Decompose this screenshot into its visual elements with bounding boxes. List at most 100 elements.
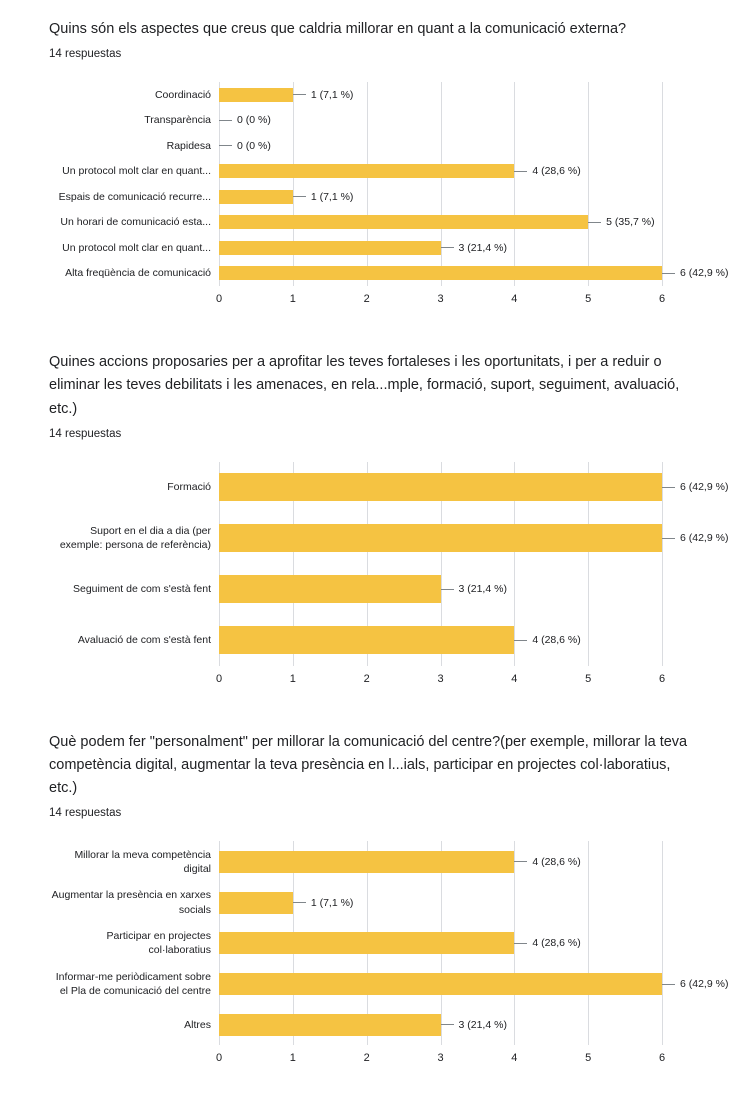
responses-count: 14 respuestas (49, 48, 122, 61)
value-leader-line (292, 902, 306, 903)
question-section: Què podem fer "personalment" per millora… (49, 731, 741, 1067)
value-label: 0 (0 %) (237, 114, 271, 127)
value-leader-line (514, 170, 528, 172)
value-leader-line (514, 861, 528, 863)
bar[interactable] (219, 891, 293, 914)
horizontal-bar-chart: Formació Suport en el dia a dia (per exem… (49, 461, 728, 687)
bar[interactable] (219, 87, 293, 102)
bar[interactable] (219, 1013, 441, 1036)
category-label: Participar en projectes col·laboratius (106, 930, 211, 957)
gridline (219, 82, 220, 287)
category-label: Augmentar la presència en xarxes socials (51, 889, 211, 916)
value-leader-line (219, 119, 232, 121)
value-label: 6 (42,9 %) (680, 978, 729, 991)
x-tick-label: 2 (363, 672, 370, 685)
bar-row: 1 (7,1 %) (219, 882, 662, 923)
value-leader-line (219, 145, 232, 147)
gridline (366, 82, 368, 287)
category-label: Altres (184, 1018, 211, 1031)
value-label: 3 (21,4 %) (458, 241, 507, 254)
gridline (588, 461, 590, 666)
value-leader-line (662, 272, 675, 274)
x-tick-label: 1 (289, 672, 296, 685)
category-label: Millorar la meva competència digital (74, 848, 211, 875)
bar-row: 0 (0 %) (219, 108, 662, 134)
value-label: 4 (28,6 %) (532, 937, 581, 950)
category-label: Avaluació de com s'està fent (77, 634, 211, 647)
x-axis: 0 1 2 3 4 5 6 (215, 293, 666, 307)
value-label: 3 (21,4 %) (458, 583, 507, 596)
x-tick-label: 2 (363, 293, 370, 306)
bar-row: 1 (7,1 %) (219, 184, 662, 210)
bar[interactable] (219, 973, 662, 996)
bar[interactable] (219, 215, 589, 230)
bar[interactable] (219, 626, 515, 655)
gridline (440, 461, 442, 666)
bar-row: 4 (28,6 %) (219, 841, 662, 882)
gridline (219, 461, 220, 666)
bar[interactable] (219, 524, 662, 553)
x-tick-label: 5 (585, 672, 592, 685)
bar-row: 1 (7,1 %) (219, 82, 662, 108)
category-label: Un horari de comunicació esta... (60, 216, 211, 229)
bar[interactable] (219, 473, 662, 502)
value-leader-line (662, 983, 675, 985)
gridline (440, 82, 442, 287)
x-tick-label: 4 (511, 672, 518, 685)
responses-count: 14 respuestas (49, 807, 122, 820)
x-axis: 0 1 2 3 4 5 6 (215, 672, 665, 687)
x-tick-label: 3 (437, 293, 444, 306)
value-label: 6 (42,9 %) (680, 481, 729, 494)
axis-spacer (49, 293, 219, 307)
bar-row: 6 (42,9 %) (219, 964, 728, 1005)
value-leader-line (514, 942, 528, 944)
x-tick-label: 0 (215, 672, 223, 685)
bar[interactable] (219, 575, 441, 604)
x-tick-label: 6 (658, 1052, 666, 1065)
value-label: 0 (0 %) (237, 139, 271, 152)
horizontal-bar-chart: Millorar la meva competència digital Augm… (49, 841, 728, 1066)
axis-spacer (49, 673, 219, 687)
x-tick-label: 2 (363, 1052, 370, 1065)
question-section: Quins són els aspectes que creus que cal… (49, 18, 741, 307)
category-label: Formació (167, 481, 211, 494)
bar[interactable] (219, 266, 662, 281)
x-tick-label: 3 (437, 1052, 444, 1065)
x-tick-label: 6 (658, 293, 666, 306)
value-leader-line (440, 588, 454, 590)
x-tick-label: 0 (215, 293, 223, 306)
question-title: Quines accions proposaries per a aprofit… (49, 354, 680, 417)
bar-row: 4 (28,6 %) (219, 615, 662, 666)
bar[interactable] (219, 240, 441, 255)
question-title: Quins són els aspectes que creus que cal… (49, 21, 627, 37)
bar[interactable] (219, 189, 293, 204)
category-label: Suport en el dia a dia (per exemple: per… (59, 525, 211, 552)
bar[interactable] (219, 850, 515, 873)
category-axis: Formació Suport en el dia a dia (per exem… (49, 462, 219, 666)
axis-spacer (49, 1052, 219, 1066)
x-tick-label: 5 (585, 1052, 592, 1065)
category-label: Seguiment de com s'està fent (73, 583, 211, 596)
bar-row: 6 (42,9 %) (219, 462, 728, 513)
category-label: Rapidesa (166, 139, 211, 152)
gridline (662, 841, 663, 1046)
x-tick-label: 4 (511, 293, 518, 306)
category-axis: Millorar la meva competència digital Augm… (49, 841, 219, 1045)
bar[interactable] (219, 932, 515, 955)
responses-count: 14 respuestas (49, 427, 122, 440)
bar-row: 6 (42,9 %) (219, 513, 728, 564)
category-label: Transparència (144, 114, 211, 127)
question-title: Què podem fer "personalment" per millora… (49, 733, 688, 797)
x-tick-label: 5 (585, 293, 592, 306)
x-tick-label: 0 (215, 1052, 223, 1065)
category-label: Alta freqüència de comunicació (65, 267, 211, 280)
value-label: 1 (7,1 %) (310, 88, 354, 101)
horizontal-bar-chart: Coordinació Transparència Rapidesa Un proto… (49, 82, 728, 307)
value-label: 3 (21,4 %) (458, 1018, 507, 1031)
plot-area: 1 (7,1 %) 0 (0 %) 0 (0 %) 4 (28,6 %) 1 (7,1 … (219, 82, 728, 287)
value-leader-line (662, 537, 675, 539)
bar[interactable] (219, 164, 515, 179)
plot-area: 6 (42,9 %) 6 (42,9 %) 3 (21,4 %) 4 (28,6 %) (219, 461, 728, 666)
category-label: Informar-me periòdicament sobre el Pla d… (55, 970, 211, 998)
